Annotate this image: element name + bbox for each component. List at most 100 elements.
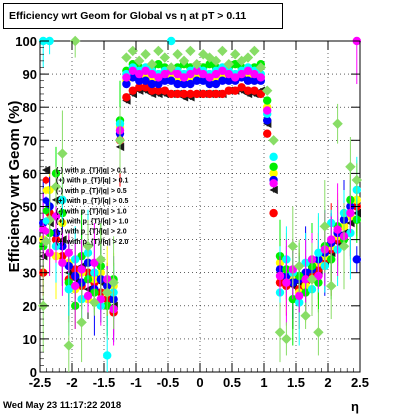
data-point bbox=[205, 59, 214, 69]
data-point bbox=[287, 241, 298, 252]
data-point bbox=[134, 55, 145, 67]
data-point bbox=[352, 255, 361, 264]
data-point bbox=[224, 86, 233, 95]
data-point bbox=[153, 45, 164, 57]
data-point bbox=[192, 76, 201, 85]
data-point bbox=[300, 310, 311, 321]
data-point bbox=[114, 135, 126, 146]
data-point bbox=[199, 69, 208, 79]
data-point bbox=[327, 235, 336, 244]
data-point bbox=[135, 76, 144, 85]
data-point bbox=[102, 287, 113, 298]
data-point bbox=[306, 274, 318, 285]
data-point bbox=[205, 79, 214, 89]
data-point bbox=[51, 212, 61, 221]
data-point bbox=[255, 62, 266, 73]
data-point bbox=[122, 93, 131, 102]
data-point bbox=[167, 36, 176, 46]
data-point bbox=[243, 86, 253, 95]
data-point bbox=[166, 62, 177, 73]
data-point bbox=[231, 59, 240, 69]
data-point bbox=[135, 69, 144, 79]
data-point bbox=[218, 76, 227, 85]
data-point bbox=[326, 280, 337, 292]
data-point bbox=[192, 66, 201, 75]
data-point bbox=[186, 79, 195, 89]
x-tick-label: -0.5 bbox=[157, 375, 179, 390]
data-point bbox=[263, 96, 272, 105]
data-point bbox=[122, 79, 131, 89]
data-point bbox=[250, 69, 259, 79]
data-point bbox=[210, 55, 222, 67]
x-tick-label: -1 bbox=[130, 375, 142, 390]
legend: (-) with p_{T}/|q| > 0.1 (+) with p_{T}/|… bbox=[40, 165, 128, 247]
data-point bbox=[224, 76, 233, 85]
data-point bbox=[173, 69, 182, 79]
data-point bbox=[242, 52, 254, 63]
data-point bbox=[128, 86, 137, 95]
data-point bbox=[122, 73, 131, 82]
y-tick-label: 80 bbox=[23, 100, 37, 115]
data-point bbox=[179, 79, 189, 89]
y-tick-label: 10 bbox=[23, 332, 37, 347]
data-point bbox=[90, 258, 99, 267]
data-point bbox=[218, 89, 227, 99]
data-point bbox=[199, 76, 208, 85]
data-point bbox=[294, 260, 305, 272]
data-point bbox=[211, 69, 221, 79]
data-point bbox=[333, 225, 342, 234]
y-tick-label: 100 bbox=[15, 34, 37, 49]
data-point bbox=[173, 79, 182, 89]
data-point bbox=[351, 174, 362, 186]
data-point bbox=[231, 86, 240, 95]
data-point bbox=[217, 45, 228, 57]
data-point bbox=[70, 35, 81, 47]
data-point bbox=[218, 66, 227, 75]
data-point bbox=[274, 327, 286, 338]
y-tick-label: 60 bbox=[23, 166, 37, 181]
data-point bbox=[58, 195, 67, 205]
data-point bbox=[147, 79, 157, 89]
data-point bbox=[237, 69, 246, 79]
x-tick-label: -2 bbox=[66, 375, 78, 390]
legend-label: (-) with p_{T}/|q| > 2.0 bbox=[56, 229, 127, 236]
legend-label: (+) with p_{T}/|q| > 2.0 bbox=[56, 239, 128, 246]
data-point bbox=[121, 52, 132, 63]
data-point bbox=[192, 89, 201, 99]
y-tick-label: 70 bbox=[23, 133, 37, 148]
legend-label: (-) with p_{T}/|q| > 0.1 bbox=[56, 168, 127, 175]
legend-label: (+) with p_{T}/|q| > 0.1 bbox=[56, 178, 128, 185]
data-point bbox=[127, 45, 138, 57]
series-7 bbox=[38, 35, 362, 372]
data-point bbox=[128, 66, 137, 75]
data-point bbox=[160, 86, 169, 95]
data-point bbox=[282, 278, 291, 287]
x-tick-label: 0.5 bbox=[223, 375, 241, 390]
data-point bbox=[45, 36, 54, 46]
data-point bbox=[269, 185, 278, 195]
data-point bbox=[211, 89, 221, 99]
legend-label: (-) with p_{T}/|q| > 0.5 bbox=[56, 188, 127, 195]
x-tick-label: 0 bbox=[196, 375, 203, 390]
data-point bbox=[314, 248, 323, 258]
data-point bbox=[57, 148, 68, 159]
data-point bbox=[263, 116, 272, 125]
data-point bbox=[263, 129, 272, 138]
data-point bbox=[338, 241, 350, 252]
data-point bbox=[186, 69, 195, 79]
chart-title: Efficiency wrt Geom for Global vs η at p… bbox=[3, 3, 283, 29]
data-point bbox=[141, 66, 150, 75]
data-point bbox=[63, 340, 74, 351]
data-point bbox=[154, 86, 163, 95]
data-point bbox=[268, 135, 279, 146]
data-point bbox=[314, 271, 323, 281]
data-point bbox=[95, 254, 106, 265]
data-point bbox=[231, 73, 240, 82]
data-point bbox=[224, 69, 233, 79]
data-point bbox=[82, 241, 94, 252]
data-point bbox=[332, 118, 343, 129]
data-point bbox=[230, 49, 241, 60]
y-tick-label: 30 bbox=[23, 266, 37, 281]
data-point bbox=[141, 83, 150, 92]
data-point bbox=[160, 76, 169, 85]
